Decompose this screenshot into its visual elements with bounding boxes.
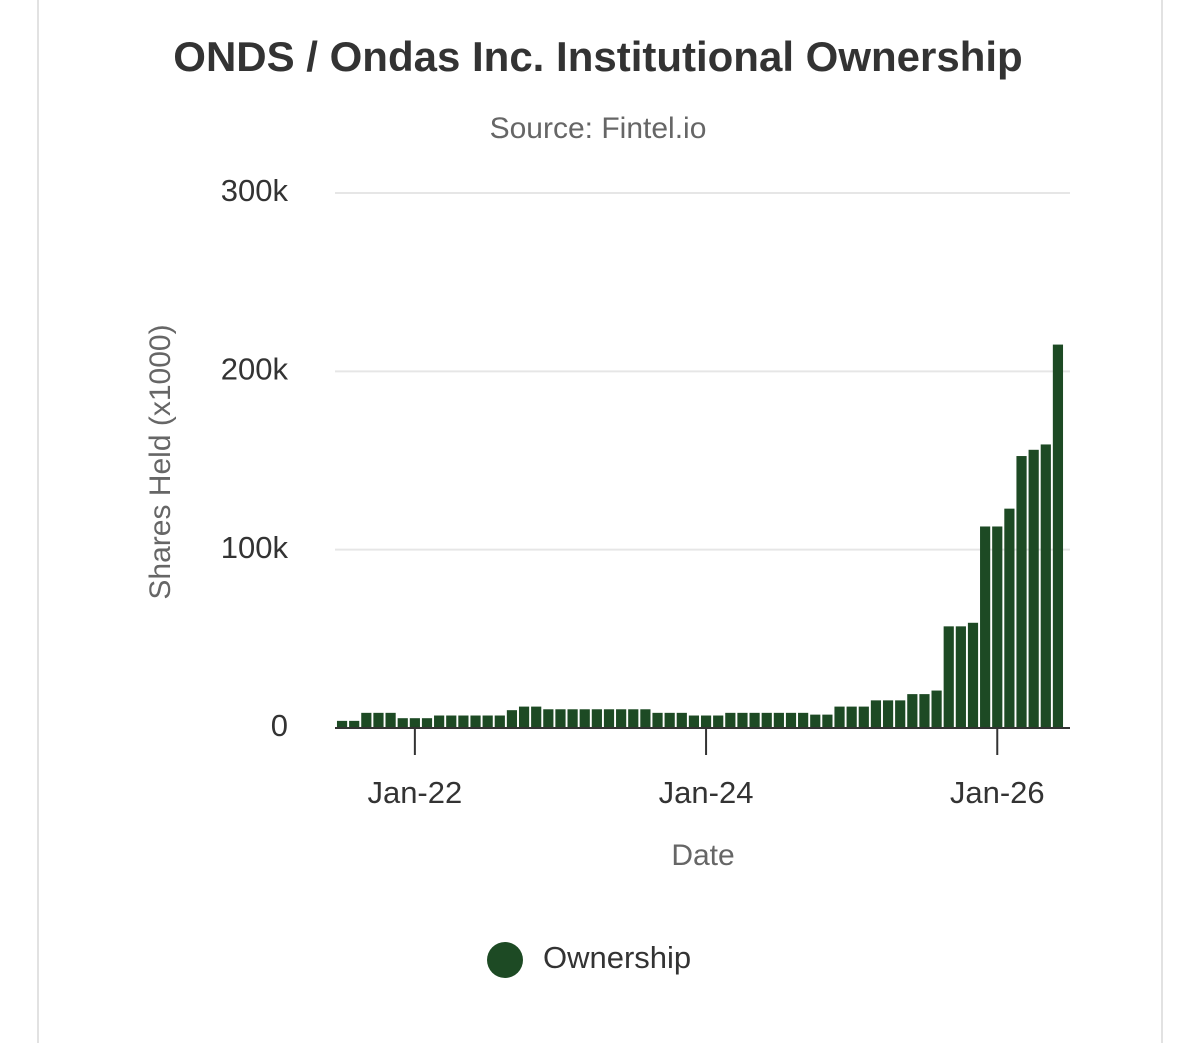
bar [458, 715, 469, 728]
bar [882, 700, 894, 728]
bar [688, 715, 700, 728]
x-axis-title: Date [671, 839, 734, 872]
bar [652, 712, 663, 728]
bar [579, 709, 590, 728]
bar [967, 622, 979, 728]
bar [785, 712, 797, 728]
bar [1052, 344, 1064, 728]
bar [603, 709, 615, 728]
bar [822, 714, 833, 728]
bar [628, 709, 639, 728]
y-tick-label: 0 [271, 708, 288, 743]
bar [858, 706, 869, 728]
bar [980, 526, 991, 728]
chart-title: ONDS / Ondas Inc. Institutional Ownershi… [173, 33, 1022, 80]
bar [1016, 456, 1027, 728]
bar [494, 715, 505, 728]
bar [992, 526, 1003, 728]
bar [737, 712, 748, 728]
bar [543, 709, 554, 728]
bar [664, 712, 675, 728]
bar [931, 690, 942, 728]
x-tick-label: Jan-22 [367, 775, 462, 810]
bar [591, 709, 602, 728]
bar [749, 712, 760, 728]
bar [616, 709, 627, 728]
y-tick-label: 300k [221, 173, 289, 208]
bar [506, 710, 518, 728]
y-tick-label: 200k [221, 352, 289, 387]
bar [725, 712, 736, 728]
bar [518, 706, 530, 728]
legend-label: Ownership [543, 940, 691, 975]
bar [798, 712, 809, 728]
bar [895, 700, 906, 728]
bar [834, 706, 845, 728]
bar [421, 718, 433, 728]
bar [713, 715, 724, 728]
bar [773, 712, 784, 728]
bar [531, 706, 542, 728]
bar [409, 718, 420, 728]
bar [810, 714, 821, 728]
bar [870, 700, 882, 728]
bar [1028, 449, 1039, 728]
bar [361, 712, 372, 728]
bar [434, 715, 445, 728]
bar [955, 626, 966, 728]
bar [470, 715, 481, 728]
y-axis-title: Shares Held (x1000) [144, 324, 177, 599]
bar [1004, 508, 1015, 728]
bar [846, 706, 857, 728]
chart-subtitle: Source: Fintel.io [490, 112, 707, 145]
bar [1040, 444, 1051, 728]
bar [349, 720, 360, 728]
legend-marker [487, 942, 523, 978]
bar [919, 694, 930, 728]
bar [761, 712, 772, 728]
bar [907, 694, 918, 728]
bar [555, 709, 566, 728]
x-tick-label: Jan-24 [659, 775, 754, 810]
bar [482, 715, 493, 728]
bar [373, 712, 384, 728]
y-tick-label: 100k [221, 530, 289, 565]
bar [567, 709, 578, 728]
bar [640, 709, 651, 728]
bar [943, 626, 954, 728]
bar [446, 715, 457, 728]
x-tick-label: Jan-26 [950, 775, 1045, 810]
bar [397, 718, 408, 728]
bar [700, 715, 712, 728]
bar [676, 712, 687, 728]
bar [385, 712, 396, 728]
bar [336, 720, 348, 728]
